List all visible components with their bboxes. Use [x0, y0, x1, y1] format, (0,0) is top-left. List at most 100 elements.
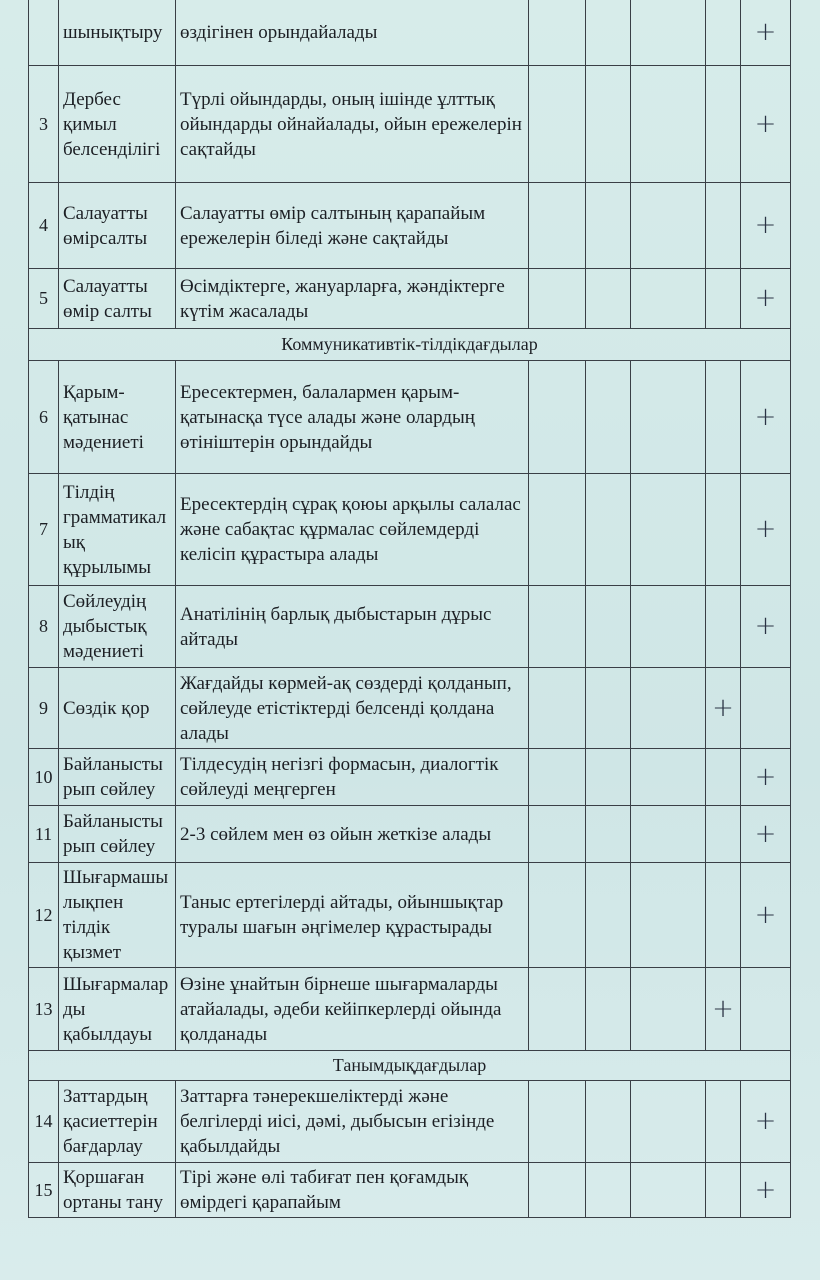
table-row: 9 Сөздік қор Жағдайды көрмей-ақ сөздерді қ…	[28, 667, 791, 749]
mark-cell	[630, 360, 706, 474]
skill-description: Анатілінің барлық дыбыстарын дұрыс айтад…	[175, 585, 529, 668]
skill-description: Тілдесудің негізгі формасын, диалогтік с…	[175, 748, 529, 806]
check-mark: +	[754, 16, 777, 47]
mark-cell	[528, 1162, 586, 1218]
mark-cell	[585, 65, 631, 183]
table-row: 3 Дербес қимыл белсенділігі Түрлі ойындард…	[28, 65, 791, 183]
mark-cell	[528, 0, 586, 66]
skill-description: Ересектердің сұрақ қоюы арқылы салалас ж…	[175, 473, 529, 586]
check-mark: +	[754, 401, 777, 432]
mark-cell	[585, 585, 631, 668]
mark-cell	[630, 667, 706, 749]
table-row: 15 Қоршаған ортаны тану Тірі және өлі таби…	[28, 1162, 791, 1218]
mark-cell	[585, 182, 631, 269]
mark-cell: +	[740, 862, 791, 968]
mark-cell: +	[740, 1080, 791, 1163]
mark-cell	[630, 748, 706, 806]
skill-description: Ересектермен, балалармен қарым-қатынасқа…	[175, 360, 529, 474]
mark-cell: +	[705, 667, 741, 749]
check-mark: +	[754, 1106, 777, 1136]
mark-cell	[630, 182, 706, 269]
skill-name: Дербес қимыл белсенділігі	[58, 65, 176, 183]
skill-name: Сөздік қор	[58, 667, 176, 749]
table-body: шынықтыру өздігінен орындайалады +3 Дербес …	[28, 0, 791, 1218]
mark-cell	[585, 1080, 631, 1163]
check-mark: +	[754, 761, 777, 792]
mark-cell	[705, 360, 741, 474]
table-row: 13 Шығармаларды қабылдауы Өзіне ұнайтын бі…	[28, 967, 791, 1051]
mark-cell	[705, 1162, 741, 1218]
mark-cell	[630, 0, 706, 66]
mark-cell	[528, 268, 586, 329]
row-number: 7	[28, 473, 59, 586]
mark-cell	[705, 473, 741, 586]
skill-description: Өсімдіктерге, жануарларға, жәндіктерге к…	[175, 268, 529, 329]
check-mark: +	[754, 108, 777, 139]
mark-cell	[585, 967, 631, 1051]
mark-cell	[705, 862, 741, 968]
row-number: 3	[28, 65, 59, 183]
mark-cell	[630, 805, 706, 863]
skill-name: Салауатты өмірсалты	[58, 182, 176, 269]
row-number: 9	[28, 667, 59, 749]
check-mark: +	[754, 611, 777, 641]
skill-name: Сөйлеудің дыбыстық мәдениеті	[58, 585, 176, 668]
table-row: 6 Қарым-қатынас мәдениеті Ересектермен, ба…	[28, 360, 791, 474]
mark-cell	[585, 667, 631, 749]
mark-cell	[630, 1080, 706, 1163]
row-number: 6	[28, 360, 59, 474]
mark-cell	[585, 748, 631, 806]
mark-cell	[705, 1080, 741, 1163]
mark-cell	[630, 1162, 706, 1218]
mark-cell	[528, 1080, 586, 1163]
mark-cell	[528, 748, 586, 806]
row-number: 8	[28, 585, 59, 668]
mark-cell	[585, 805, 631, 863]
mark-cell	[630, 268, 706, 329]
table-row: 10 Байланыстырып сөйлеу Тілдесудің негізгі…	[28, 748, 791, 806]
mark-cell	[705, 748, 741, 806]
skill-description: Таныс ертегілерді айтады, ойыншықтар тур…	[175, 862, 529, 968]
skill-description: өздігінен орындайалады	[175, 0, 529, 66]
row-number: 12	[28, 862, 59, 968]
mark-cell	[705, 805, 741, 863]
skill-name: Тілдің грамматикалық құрылымы	[58, 473, 176, 586]
check-mark: +	[754, 1174, 777, 1205]
mark-cell	[630, 473, 706, 586]
check-mark: +	[754, 899, 777, 930]
skill-description: Салауатты өмір салтының қарапайым ережел…	[175, 182, 529, 269]
skill-name: Байланыстырып сөйлеу	[58, 748, 176, 806]
mark-cell	[528, 182, 586, 269]
skill-description: Өзіне ұнайтын бірнеше шығармаларды атайа…	[175, 967, 529, 1051]
section-header: Танымдықдағдылар	[28, 1050, 791, 1081]
mark-cell	[528, 65, 586, 183]
row-number	[28, 0, 59, 66]
mark-cell: +	[740, 268, 791, 329]
assessment-table: шынықтыру өздігінен орындайалады +3 Дербес …	[28, 0, 791, 1218]
row-number: 4	[28, 182, 59, 269]
skill-name: Шығармаларды қабылдауы	[58, 967, 176, 1051]
mark-cell: +	[740, 182, 791, 269]
mark-cell	[740, 967, 791, 1051]
mark-cell	[585, 268, 631, 329]
mark-cell	[740, 667, 791, 749]
skill-description: Түрлі ойындарды, оның ішінде ұлттық ойын…	[175, 65, 529, 183]
mark-cell: +	[740, 0, 791, 66]
mark-cell	[528, 585, 586, 668]
table-row: Коммуникативтік-тілдікдағдылар	[28, 328, 791, 361]
skill-name: Байланыстырып сөйлеу	[58, 805, 176, 863]
skill-description: Жағдайды көрмей-ақ сөздерді қолданып, сө…	[175, 667, 529, 749]
skill-name: Қарым-қатынас мәдениеті	[58, 360, 176, 474]
mark-cell: +	[740, 65, 791, 183]
skill-name: Шығармашылықпен тілдік қызмет	[58, 862, 176, 968]
mark-cell	[585, 473, 631, 586]
skill-description: Тірі және өлі табиғат пен қоғамдық өмірд…	[175, 1162, 529, 1218]
mark-cell	[630, 65, 706, 183]
mark-cell	[705, 182, 741, 269]
mark-cell	[528, 473, 586, 586]
table-row: 4 Салауатты өмірсалты Салауатты өмір салты…	[28, 182, 791, 269]
mark-cell	[528, 967, 586, 1051]
table-row: 8 Сөйлеудің дыбыстық мәдениеті Анатілінің …	[28, 585, 791, 668]
